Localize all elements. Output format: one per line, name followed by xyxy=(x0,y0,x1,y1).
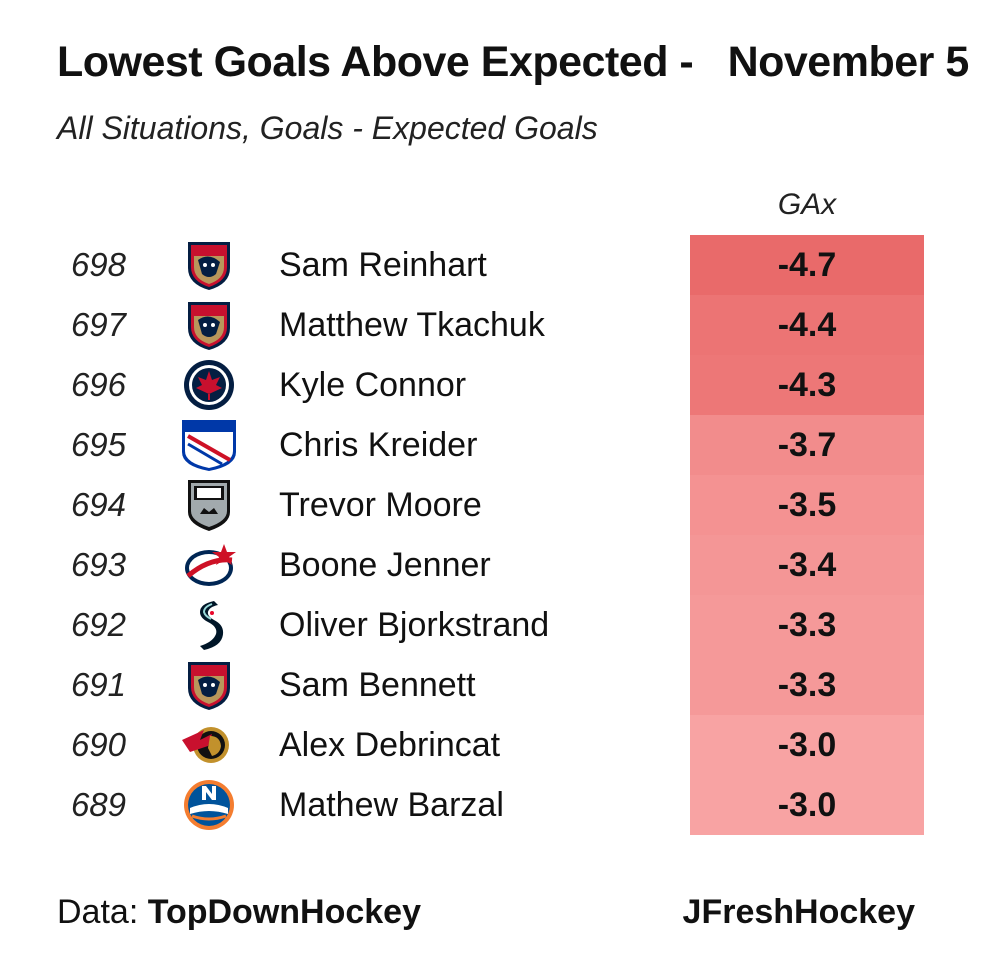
gax-value-cell: -3.7 xyxy=(690,415,924,475)
columbus-blue-jackets-logo-icon xyxy=(178,538,240,592)
chart-subtitle: All Situations, Goals - Expected Goals xyxy=(57,110,598,146)
rank-number: 695 xyxy=(70,426,126,463)
rank-number: 696 xyxy=(70,366,126,403)
winnipeg-jets-logo-icon xyxy=(178,358,240,412)
title-main: Lowest Goals Above Expected - xyxy=(57,38,694,86)
title-date: November 5 xyxy=(727,38,970,86)
florida-panthers-logo-icon xyxy=(178,298,240,352)
gax-value-cell: -3.0 xyxy=(690,775,924,835)
player-name: Alex Debrincat xyxy=(279,726,501,764)
table-row: 693 Boone Jenner -3.4 xyxy=(0,535,994,595)
rank-number: 694 xyxy=(70,486,126,523)
rank-number: 693 xyxy=(70,546,126,583)
gax-column-header: GAx xyxy=(777,188,837,221)
new-york-islanders-logo-icon xyxy=(178,778,240,832)
rank-number: 690 xyxy=(70,726,126,763)
table-row: 690 Alex Debrincat -3.0 xyxy=(0,715,994,775)
player-name: Matthew Tkachuk xyxy=(279,306,545,344)
ranking-table: 698 Sam Reinhart -4.7 697 Matthew Tkachuk -4.… xyxy=(0,235,994,835)
table-row: 695 Chris Kreider -3.7 xyxy=(0,415,994,475)
table-row: 691 Sam Bennett -3.3 xyxy=(0,655,994,715)
player-name: Boone Jenner xyxy=(279,546,491,584)
chart-title: Lowest Goals Above Expected - November 5 xyxy=(57,38,969,87)
author-credit: JFreshHockey xyxy=(682,893,915,931)
rank-number: 691 xyxy=(70,666,126,703)
table-row: 698 Sam Reinhart -4.7 xyxy=(0,235,994,295)
player-name: Sam Reinhart xyxy=(279,246,487,284)
los-angeles-kings-logo-icon xyxy=(178,478,240,532)
table-row: 696 Kyle Connor -4.3 xyxy=(0,355,994,415)
data-source: TopDownHockey xyxy=(147,893,421,931)
gax-value-cell: -3.0 xyxy=(690,715,924,775)
player-name: Mathew Barzal xyxy=(279,786,504,824)
florida-panthers-logo-icon xyxy=(178,238,240,292)
table-row: 694 Trevor Moore -3.5 xyxy=(0,475,994,535)
new-york-rangers-logo-icon xyxy=(178,418,240,472)
florida-panthers-logo-icon xyxy=(178,658,240,712)
rank-number: 697 xyxy=(70,306,126,343)
player-name: Sam Bennett xyxy=(279,666,476,704)
player-name: Kyle Connor xyxy=(279,366,467,404)
data-source-credit: Data: TopDownHockey xyxy=(57,893,421,932)
gax-value-cell: -3.3 xyxy=(690,595,924,655)
gax-value-cell: -4.4 xyxy=(690,295,924,355)
player-name: Chris Kreider xyxy=(279,426,478,464)
gax-value-cell: -4.7 xyxy=(690,235,924,295)
ottawa-senators-logo-icon xyxy=(178,718,240,772)
table-row: 689 Mathew Barzal -3.0 xyxy=(0,775,994,835)
data-label: Data: xyxy=(57,893,139,931)
table-row: 697 Matthew Tkachuk -4.4 xyxy=(0,295,994,355)
player-name: Trevor Moore xyxy=(279,486,482,524)
player-name: Oliver Bjorkstrand xyxy=(279,606,550,644)
gax-value-cell: -3.4 xyxy=(690,535,924,595)
seattle-kraken-logo-icon xyxy=(178,598,240,652)
rank-number: 689 xyxy=(70,786,126,823)
rank-number: 698 xyxy=(70,246,126,283)
table-row: 692 Oliver Bjorkstrand -3.3 xyxy=(0,595,994,655)
gax-value-cell: -3.3 xyxy=(690,655,924,715)
gax-value-cell: -3.5 xyxy=(690,475,924,535)
gax-value-cell: -4.3 xyxy=(690,355,924,415)
rank-number: 692 xyxy=(70,606,126,643)
